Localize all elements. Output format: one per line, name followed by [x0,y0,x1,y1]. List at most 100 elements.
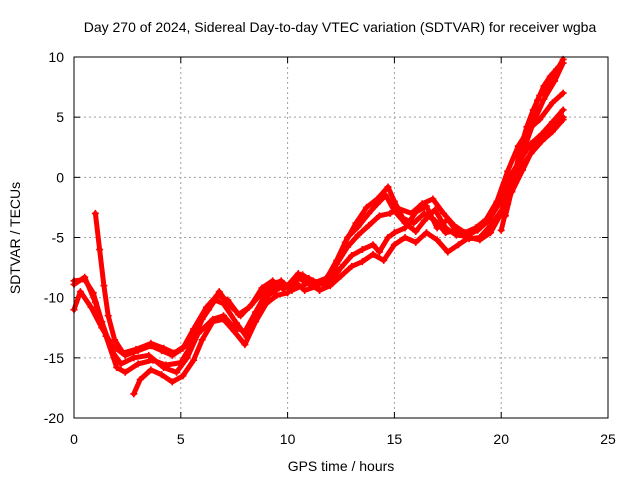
data-point-marker [104,312,112,320]
data-point-marker [98,324,106,332]
y-tick-label: -15 [44,350,64,366]
data-point-marker [390,197,398,205]
data-point-marker [559,113,567,121]
data-point-marker [501,212,509,220]
data-point-marker [162,361,170,369]
data-point-marker [440,209,448,217]
data-point-marker [454,241,462,249]
series-track-4 [70,116,567,359]
data-point-marker [179,372,187,380]
data-point-marker [484,217,492,225]
data-point-marker [299,271,307,279]
series-track-5 [130,113,567,398]
data-point-marker [546,72,554,80]
data-point-marker [450,221,458,229]
data-point-marker [410,219,418,227]
x-tick-label: 0 [70,431,78,447]
x-tick-label: 25 [600,431,616,447]
data-point-marker [158,347,166,355]
y-tick-labels: -20 -15 -10 -5 0 5 10 [44,49,64,426]
data-point-marker [273,291,281,299]
data-point-marker [341,238,349,246]
data-point-marker [358,258,366,266]
data-point-marker [108,342,116,350]
data-point-marker [209,318,217,326]
data-point-marker [407,209,415,217]
data-point-marker [130,354,138,362]
data-point-marker [521,137,529,145]
data-point-marker [230,327,238,335]
data-point-marker [420,209,428,217]
data-point-marker [375,248,383,256]
data-point-marker [147,342,155,350]
data-point-marker [369,241,377,249]
data-point-marker [373,195,381,203]
y-tick-label: 5 [56,109,64,125]
data-point-marker [380,256,388,264]
y-tick-label: -10 [44,290,64,306]
data-point-marker [267,282,275,290]
data-point-marker [91,209,99,217]
data-point-marker [262,300,270,308]
data-point-marker [134,360,142,368]
data-point-marker [384,234,392,241]
data-point-marker [136,375,144,383]
data-point-marker [234,311,242,319]
data-point-marker [431,206,439,214]
data-point-marker [390,229,398,237]
data-point-marker [337,272,345,280]
data-point-marker [113,363,121,371]
data-point-marker [121,351,129,359]
data-point-marker [187,341,195,349]
chart-title: Day 270 of 2024, Sidereal Day-to-day VTE… [84,19,597,35]
data-point-marker [540,130,548,138]
data-point-marker [365,209,373,217]
data-point-marker [232,319,240,327]
data-point-marker [348,262,356,270]
y-tick-label: -5 [52,230,65,246]
data-point-marker [354,231,362,239]
data-point-marker [384,183,392,191]
data-point-marker [527,116,535,124]
series-track-7 [501,65,561,220]
data-point-marker [91,298,99,306]
data-point-marker [277,277,285,285]
data-point-marker [369,250,377,258]
data-point-marker [117,360,125,368]
x-tick-labels: 0 5 10 15 20 25 [70,431,616,447]
gridlines [74,57,608,418]
data-point-marker [213,291,221,299]
y-tick-label: 0 [56,169,64,185]
plot-frame [73,56,609,419]
data-point-marker [111,336,119,344]
data-point-marker [256,291,264,299]
data-point-marker [418,200,426,208]
data-point-marker [465,234,473,241]
data-point-marker [81,273,89,281]
data-point-marker [100,282,108,290]
data-point-marker [519,166,527,174]
data-point-marker [168,378,176,386]
data-point-marker [548,99,556,107]
data-point-marker [365,221,373,229]
data-point-marker [299,282,307,290]
data-point-marker [224,296,232,304]
data-point-marker [442,229,450,237]
data-point-marker [527,140,535,148]
data-point-marker [198,336,206,344]
data-point-marker [508,185,516,193]
data-point-marker [173,368,181,376]
data-point-marker [348,252,356,260]
data-point-marker [540,82,548,90]
data-point-marker [529,144,537,152]
data-point-marker [534,96,542,104]
data-point-marker [190,325,198,333]
y-tick-label: 10 [48,49,64,65]
x-tick-label: 15 [387,431,403,447]
data-point-marker [76,288,84,296]
data-point-marker [375,212,383,220]
data-point-marker [130,390,138,398]
data-point-marker [476,236,484,244]
data-point-marker [134,347,142,355]
data-point-marker [87,303,95,311]
